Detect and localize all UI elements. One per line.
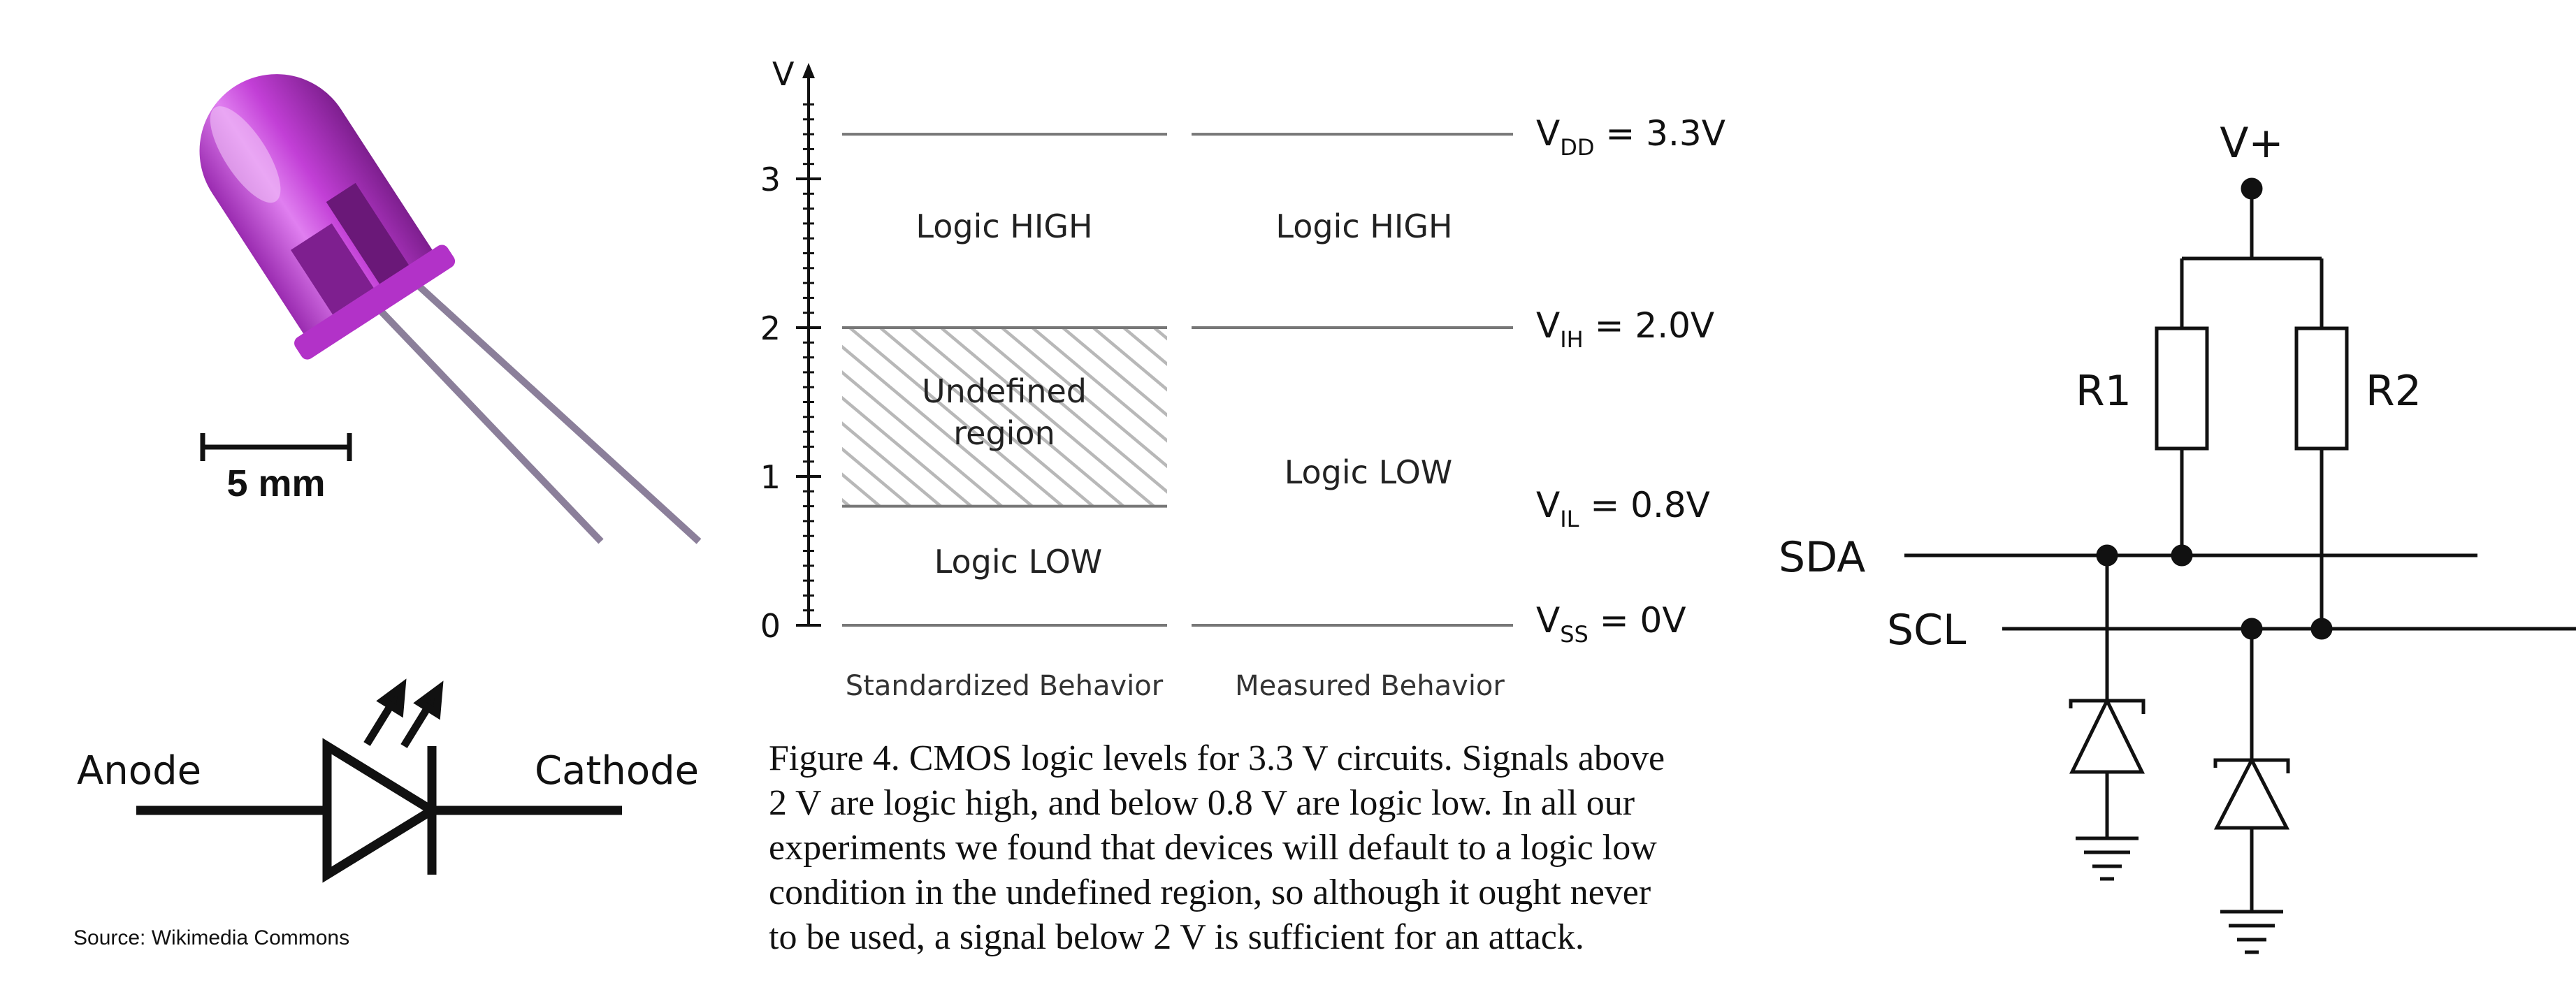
y-axis-arrow-icon	[802, 63, 815, 78]
y-tick-label: 2	[760, 309, 781, 347]
led-schematic-symbol: Anode Cathode Source: Wikimedia Commons	[73, 678, 699, 949]
cmos-logic-chart: 0 1 2 3 V Logic HIGH Undefined region Logic…	[760, 55, 1725, 957]
led-lead-anode	[375, 305, 604, 544]
i2c-pullup-circuit	[1904, 177, 2576, 954]
meas-logic-high-label: Logic HIGH	[1275, 207, 1452, 245]
scale-label: 5 mm	[226, 462, 325, 504]
std-undefined-label-1: Undefined	[922, 372, 1087, 410]
label-vih: VIH = 2.0V	[1536, 305, 1714, 353]
ground-icon	[2076, 836, 2139, 881]
zener-diode-scl	[2213, 756, 2290, 830]
y-axis-major-ticks: 0 1 2 3	[760, 161, 821, 645]
i2c-labels: V+ R1 R2 SDA SCL	[1779, 119, 2422, 655]
meas-logic-low-label: Logic LOW	[1285, 453, 1453, 491]
y-tick-label: 1	[760, 458, 781, 496]
zener-diode-sda	[2069, 697, 2146, 774]
ground-icon	[2220, 910, 2283, 954]
std-logic-high-label: Logic HIGH	[916, 207, 1092, 245]
source-credit: Source: Wikimedia Commons	[73, 926, 349, 949]
r2-label: R2	[2366, 367, 2422, 416]
figure-caption: Figure 4. CMOS logic levels for 3.3 V ci…	[769, 738, 1665, 957]
cathode-label: Cathode	[535, 748, 699, 794]
y-axis-label: V	[772, 55, 795, 93]
label-vil: VIL = 0.8V	[1536, 485, 1710, 532]
caption-line: experiments we found that devices will d…	[769, 828, 1657, 868]
level-lines	[842, 133, 1513, 627]
label-vss: VSS = 0V	[1536, 600, 1686, 648]
undefined-region-hatch	[842, 328, 1167, 506]
column-label-measured: Measured Behavior	[1235, 670, 1505, 702]
led-body	[199, 74, 456, 360]
resistor-r2	[2294, 326, 2349, 451]
scl-label: SCL	[1887, 606, 1967, 655]
scale-bar	[200, 433, 352, 461]
diode-triangle	[322, 738, 441, 883]
y-tick-label: 0	[760, 607, 781, 645]
emission-arrows-icon	[363, 678, 444, 748]
std-undefined-label-2: region	[953, 414, 1055, 452]
resistor-r1	[2155, 326, 2209, 451]
caption-line: 2 V are logic high, and below 0.8 V are …	[769, 783, 1635, 823]
caption-line: to be used, a signal below 2 V is suffic…	[769, 917, 1584, 957]
vplus-label: V+	[2220, 119, 2283, 168]
caption-line: condition in the undefined region, so al…	[769, 873, 1651, 912]
r1-label: R1	[2076, 367, 2132, 416]
led-photo: 5 mm	[199, 74, 702, 544]
std-logic-low-label: Logic LOW	[934, 543, 1103, 581]
label-vdd: VDD = 3.3V	[1536, 113, 1725, 161]
sda-label: SDA	[1779, 533, 1865, 582]
anode-label: Anode	[77, 748, 201, 794]
led-lead-cathode	[417, 284, 702, 544]
y-tick-label: 3	[760, 161, 781, 198]
caption-line: Figure 4. CMOS logic levels for 3.3 V ci…	[769, 738, 1665, 778]
column-label-standardized: Standardized Behavior	[846, 670, 1164, 702]
